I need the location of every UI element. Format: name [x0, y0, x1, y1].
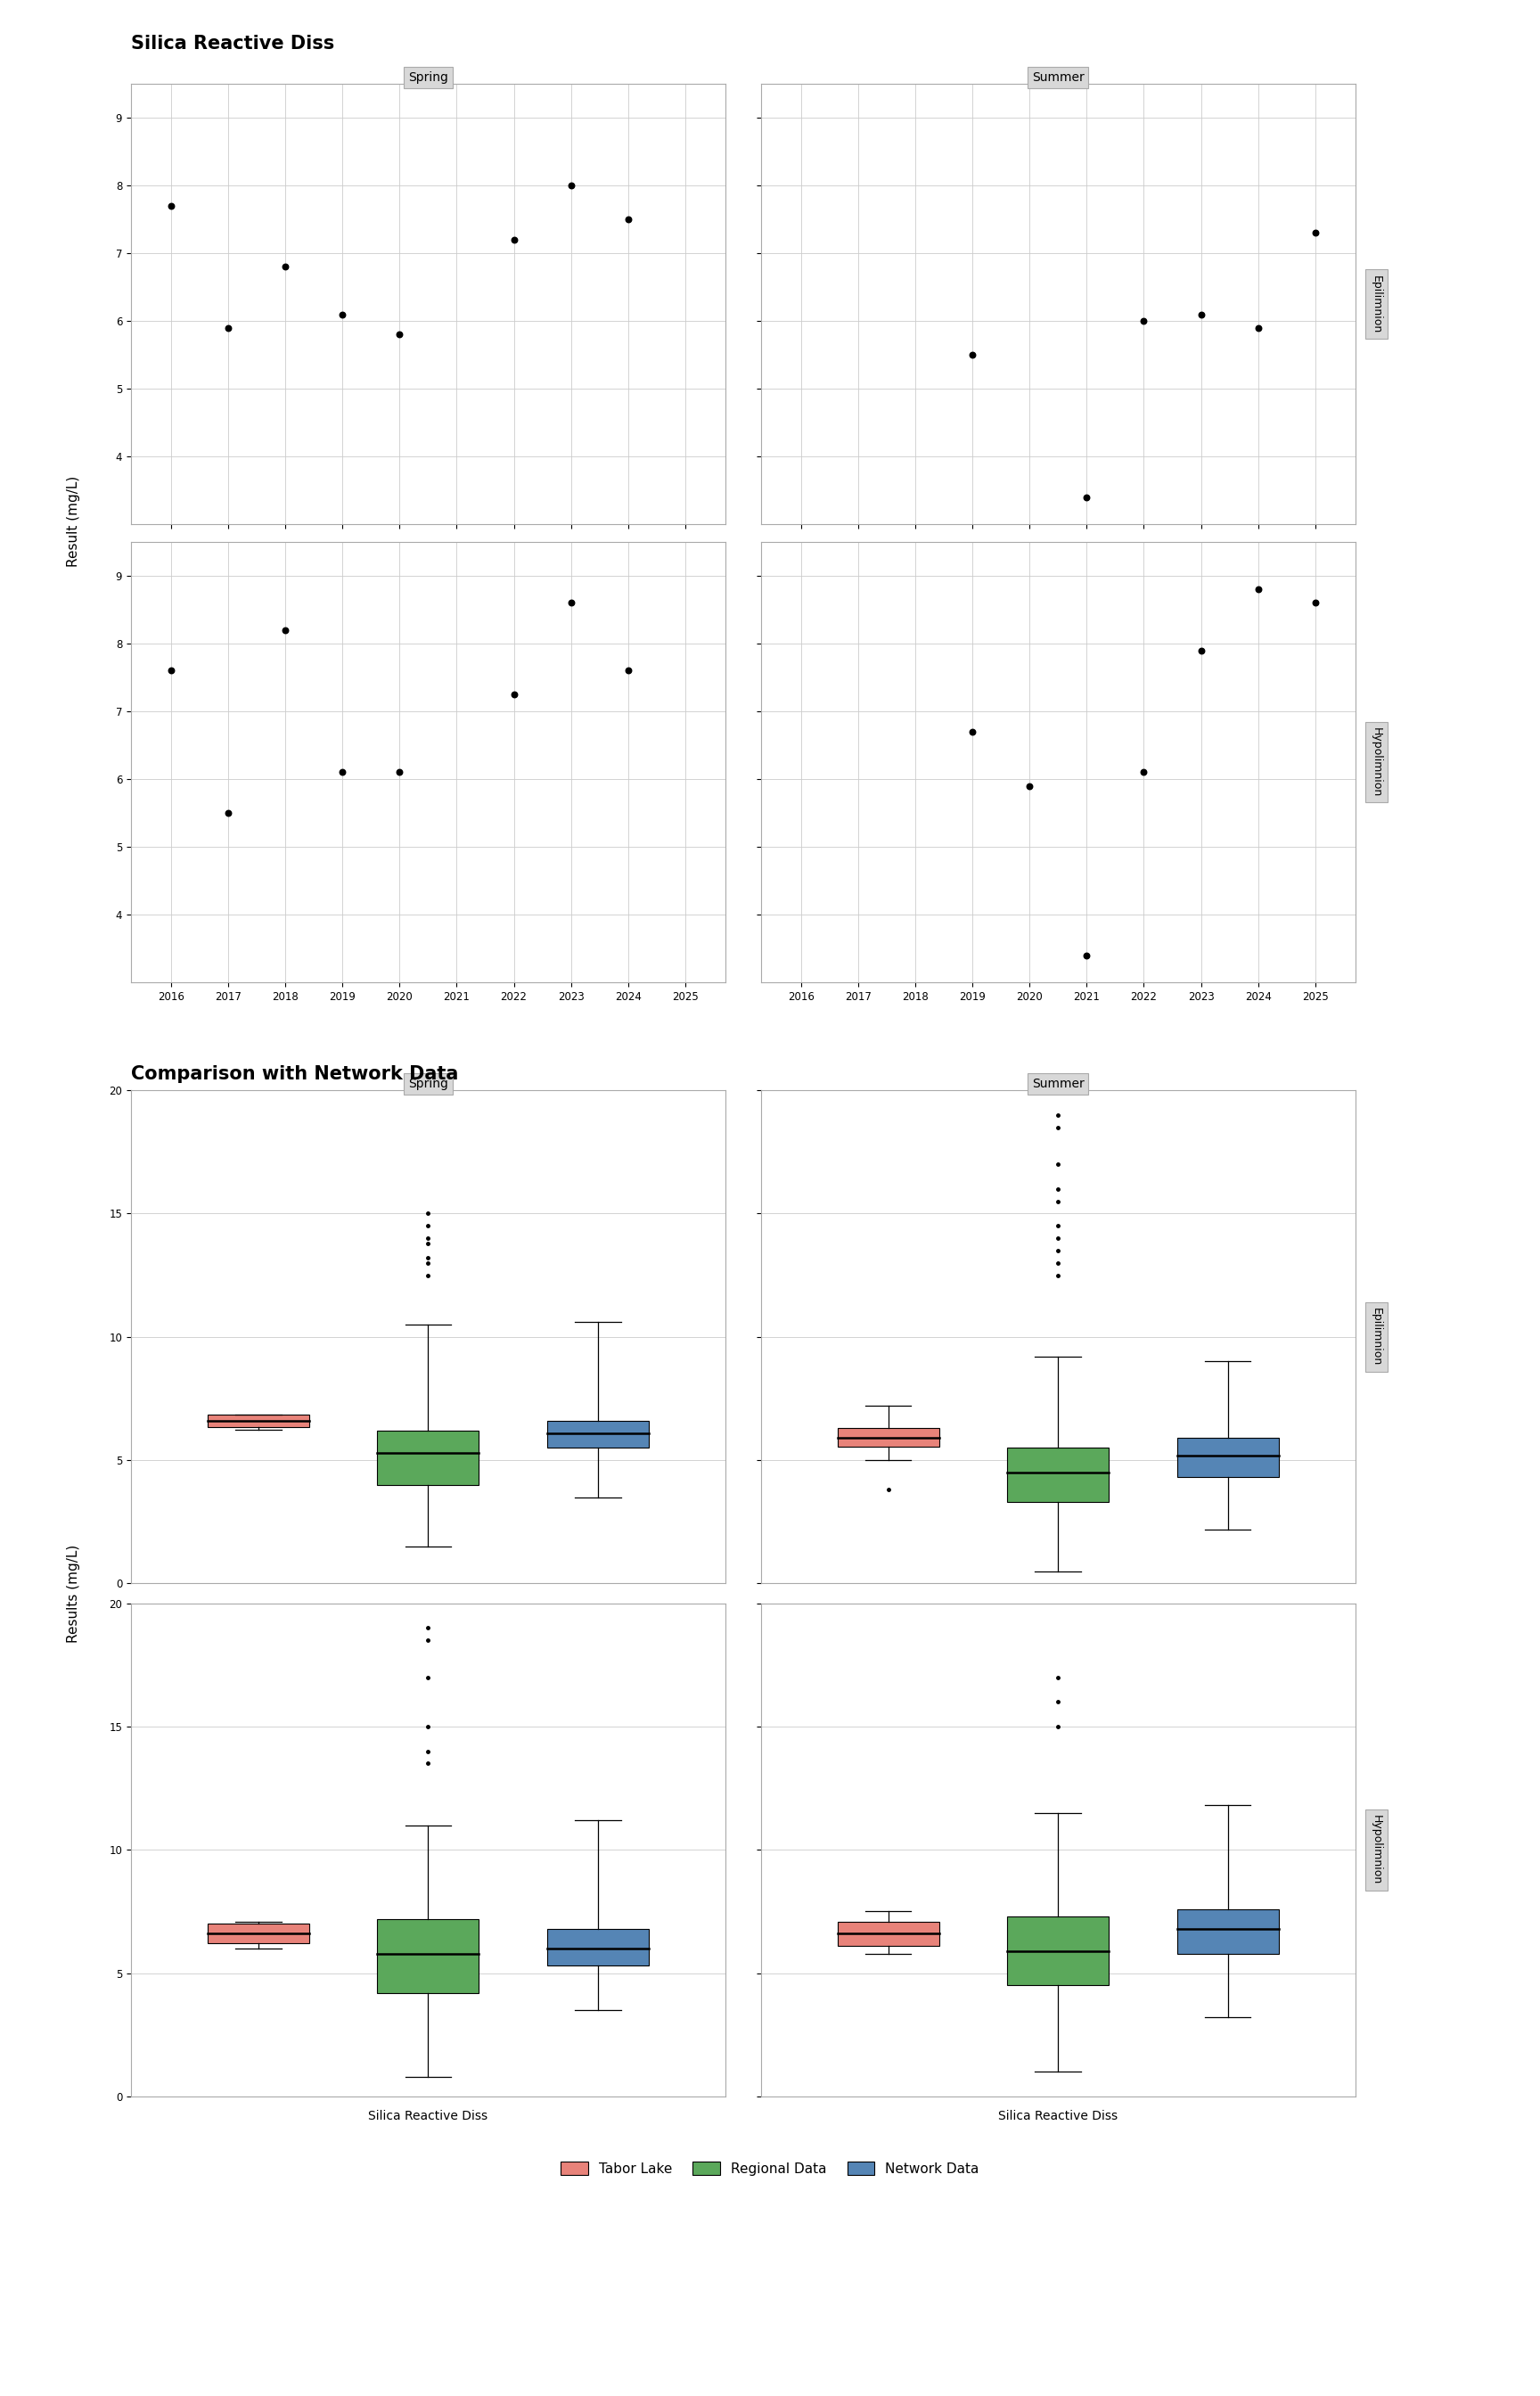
Text: Epilimnion: Epilimnion [1371, 276, 1383, 333]
X-axis label: Silica Reactive Diss: Silica Reactive Diss [998, 2111, 1118, 2123]
Point [1132, 302, 1157, 340]
Point [273, 611, 297, 649]
Bar [377, 1919, 479, 1993]
Bar [1007, 1917, 1109, 1986]
Text: Comparison with Network Data: Comparison with Network Data [131, 1066, 459, 1083]
Point [387, 316, 411, 355]
Point [273, 247, 297, 285]
Point [330, 752, 354, 791]
Text: Summer: Summer [1032, 1078, 1084, 1090]
Point [216, 309, 240, 347]
X-axis label: Silica Reactive Diss: Silica Reactive Diss [368, 2111, 488, 2123]
Text: Spring: Spring [408, 72, 448, 84]
Point [330, 295, 354, 333]
Bar [1177, 1438, 1278, 1478]
Point [1303, 213, 1327, 252]
Point [1075, 479, 1100, 518]
Text: Silica Reactive Diss: Silica Reactive Diss [131, 36, 334, 53]
Point [159, 187, 183, 225]
Bar [1177, 1910, 1278, 1953]
Bar [547, 1421, 648, 1447]
Point [616, 201, 641, 240]
Bar [208, 1924, 310, 1943]
Bar [838, 1922, 939, 1946]
Point [559, 585, 584, 623]
Point [1303, 585, 1327, 623]
Point [1189, 630, 1214, 668]
Point [559, 165, 584, 204]
Point [1246, 570, 1270, 609]
Point [1132, 752, 1157, 791]
Point [1075, 937, 1100, 975]
Point [1246, 309, 1270, 347]
Point [959, 335, 984, 374]
Point [616, 652, 641, 690]
Point [216, 793, 240, 831]
Point [502, 220, 527, 259]
Legend: Tabor Lake, Regional Data, Network Data: Tabor Lake, Regional Data, Network Data [556, 2156, 984, 2180]
Point [502, 676, 527, 714]
Bar [1007, 1447, 1109, 1502]
Bar [377, 1430, 479, 1486]
Point [159, 652, 183, 690]
Text: Spring: Spring [408, 1078, 448, 1090]
Text: Result (mg/L): Result (mg/L) [66, 474, 80, 568]
Text: Hypolimnion: Hypolimnion [1371, 1816, 1383, 1886]
Point [959, 712, 984, 750]
Text: Epilimnion: Epilimnion [1371, 1308, 1383, 1366]
Point [1016, 767, 1041, 805]
Text: Hypolimnion: Hypolimnion [1371, 728, 1383, 798]
Text: Results (mg/L): Results (mg/L) [66, 1543, 80, 1644]
Bar [547, 1929, 648, 1965]
Point [387, 752, 411, 791]
Bar [838, 1428, 939, 1447]
Point [1189, 295, 1214, 333]
Bar [208, 1414, 310, 1428]
Text: Summer: Summer [1032, 72, 1084, 84]
